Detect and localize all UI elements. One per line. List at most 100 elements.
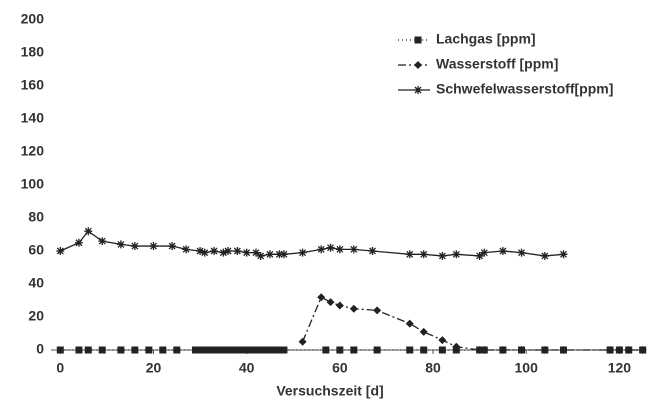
y-tick-label: 20 bbox=[28, 308, 44, 324]
marker bbox=[335, 245, 344, 254]
marker bbox=[420, 346, 428, 354]
marker bbox=[75, 346, 83, 354]
marker bbox=[257, 346, 265, 354]
marker bbox=[224, 346, 232, 354]
marker bbox=[233, 247, 242, 255]
marker bbox=[243, 346, 251, 354]
marker bbox=[406, 346, 414, 354]
marker bbox=[159, 346, 167, 354]
marker bbox=[229, 346, 237, 354]
legend-label: Lachgas [ppm] bbox=[436, 31, 536, 47]
legend-marker bbox=[414, 86, 422, 94]
x-axis-title: Versuchszeit [d] bbox=[276, 383, 383, 399]
marker bbox=[475, 251, 484, 260]
y-tick-label: 80 bbox=[28, 209, 44, 225]
marker bbox=[271, 346, 279, 354]
marker bbox=[335, 301, 344, 310]
marker bbox=[559, 346, 568, 354]
marker bbox=[56, 247, 65, 255]
marker bbox=[210, 247, 219, 255]
marker bbox=[540, 251, 549, 260]
marker bbox=[452, 342, 461, 351]
legend-marker bbox=[414, 36, 422, 44]
legend-marker bbox=[414, 61, 422, 69]
marker bbox=[168, 242, 177, 251]
y-tick-label: 120 bbox=[21, 143, 45, 159]
marker bbox=[224, 247, 233, 255]
marker bbox=[173, 346, 181, 354]
y-tick-label: 160 bbox=[21, 77, 45, 93]
legend-label: Schwefelwasserstoff[ppm] bbox=[436, 81, 613, 97]
marker bbox=[219, 248, 228, 257]
marker bbox=[615, 346, 624, 354]
marker bbox=[74, 238, 83, 247]
marker bbox=[480, 248, 489, 257]
marker bbox=[275, 250, 284, 259]
marker bbox=[419, 250, 428, 259]
marker bbox=[256, 251, 265, 260]
marker bbox=[233, 346, 241, 354]
marker bbox=[326, 243, 335, 252]
marker bbox=[498, 346, 507, 354]
marker bbox=[117, 346, 125, 354]
marker bbox=[130, 242, 139, 251]
marker bbox=[475, 346, 484, 354]
marker bbox=[196, 247, 205, 255]
marker bbox=[182, 245, 191, 254]
x-tick-label: 0 bbox=[56, 360, 64, 376]
y-tick-label: 200 bbox=[21, 11, 45, 27]
x-tick-label: 100 bbox=[515, 360, 539, 376]
marker bbox=[247, 346, 255, 354]
marker bbox=[116, 240, 125, 249]
x-tick-label: 80 bbox=[425, 360, 441, 376]
x-tick-label: 120 bbox=[608, 360, 632, 376]
marker bbox=[56, 346, 64, 354]
marker bbox=[373, 306, 382, 315]
x-tick-label: 60 bbox=[332, 360, 348, 376]
y-tick-label: 180 bbox=[21, 44, 45, 60]
marker bbox=[336, 346, 344, 354]
marker bbox=[261, 346, 269, 354]
marker bbox=[438, 336, 447, 345]
marker bbox=[149, 242, 158, 251]
x-tick-label: 40 bbox=[239, 360, 255, 376]
marker bbox=[624, 346, 633, 354]
marker bbox=[215, 346, 223, 354]
marker bbox=[98, 346, 106, 354]
marker bbox=[210, 346, 218, 354]
y-tick-label: 40 bbox=[28, 275, 44, 291]
y-tick-label: 140 bbox=[21, 110, 45, 126]
marker bbox=[349, 304, 358, 313]
marker bbox=[219, 346, 227, 354]
marker bbox=[251, 248, 260, 257]
marker bbox=[84, 227, 93, 236]
marker bbox=[559, 250, 568, 259]
marker bbox=[517, 346, 526, 354]
marker bbox=[405, 250, 414, 259]
marker bbox=[252, 346, 260, 354]
marker bbox=[275, 346, 283, 354]
legend-label: Wasserstoff [ppm] bbox=[436, 56, 558, 72]
y-tick-label: 100 bbox=[21, 176, 45, 192]
marker bbox=[205, 346, 213, 354]
marker bbox=[350, 346, 358, 354]
marker bbox=[238, 346, 246, 354]
marker bbox=[438, 251, 447, 260]
marker bbox=[298, 337, 307, 346]
marker bbox=[280, 346, 288, 354]
marker bbox=[498, 247, 507, 255]
marker bbox=[438, 346, 446, 354]
y-tick-label: 0 bbox=[36, 341, 44, 357]
marker bbox=[279, 250, 288, 259]
marker bbox=[540, 346, 549, 354]
marker bbox=[368, 247, 377, 255]
marker bbox=[145, 346, 153, 354]
marker bbox=[326, 298, 335, 307]
marker bbox=[131, 346, 139, 354]
marker bbox=[322, 346, 330, 354]
marker bbox=[405, 319, 414, 328]
marker bbox=[84, 346, 92, 354]
marker bbox=[242, 248, 251, 257]
marker bbox=[452, 250, 461, 259]
